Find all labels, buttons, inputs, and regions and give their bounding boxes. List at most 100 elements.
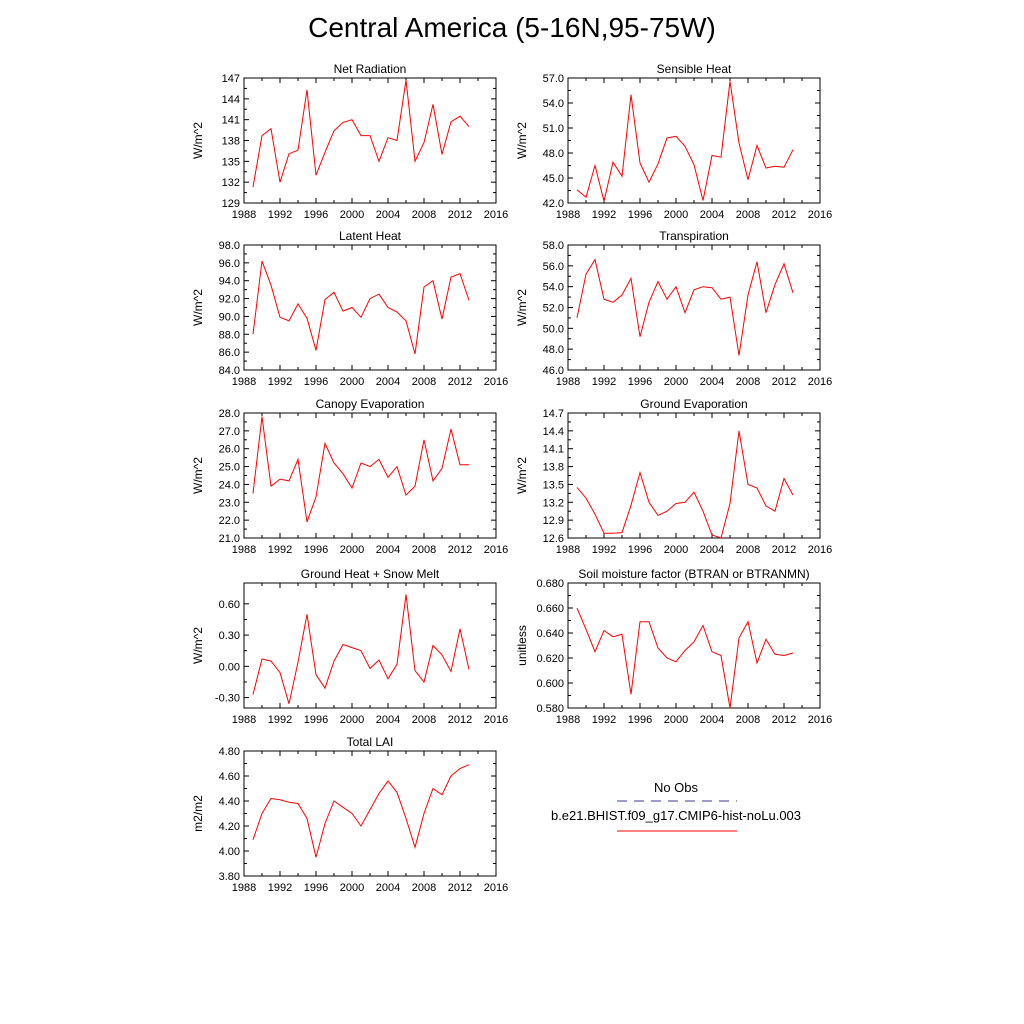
panel-title: Total LAI bbox=[347, 735, 394, 749]
x-tick-label: 2000 bbox=[664, 544, 688, 556]
y-tick-label: 14.1 bbox=[543, 444, 564, 456]
y-tick-label: 23.0 bbox=[219, 497, 240, 509]
x-tick-label: 2000 bbox=[340, 714, 364, 726]
x-tick-label: 2000 bbox=[340, 376, 364, 388]
x-tick-label: 2004 bbox=[376, 209, 400, 221]
y-axis-label: W/m^2 bbox=[191, 627, 205, 664]
panel-title: Latent Heat bbox=[339, 229, 402, 243]
y-tick-label: 48.0 bbox=[543, 148, 564, 160]
y-tick-label: 58.0 bbox=[543, 240, 564, 252]
panel-6: Ground Heat + Snow Melt W/m^2 -0.30 0.00 0.3… bbox=[191, 567, 508, 726]
y-tick-label: 0.680 bbox=[536, 578, 564, 590]
y-tick-label: 141 bbox=[222, 115, 240, 127]
x-tick-label: 2000 bbox=[340, 544, 364, 556]
x-tick-label: 1996 bbox=[304, 714, 328, 726]
x-tick-label: 2000 bbox=[664, 714, 688, 726]
y-tick-label: 21.0 bbox=[219, 533, 240, 545]
x-tick-label: 2016 bbox=[808, 376, 832, 388]
panel-5: Ground Evaporation W/m^2 12.6 12.9 13.2 13.5 1… bbox=[515, 397, 832, 556]
plot-frame bbox=[567, 412, 821, 539]
y-tick-label: 4.60 bbox=[219, 771, 240, 783]
x-tick-label: 1992 bbox=[268, 209, 292, 221]
panel-3: Transpiration W/m^2 46.0 48.0 50.0 52.0 54.0 56… bbox=[515, 229, 832, 388]
x-tick-label: 1992 bbox=[268, 544, 292, 556]
y-tick-label: 12.9 bbox=[543, 515, 564, 527]
y-tick-label: 54.0 bbox=[543, 282, 564, 294]
plot-frame bbox=[567, 77, 821, 204]
y-tick-label: 138 bbox=[222, 136, 240, 148]
x-tick-label: 1996 bbox=[304, 544, 328, 556]
panel-8: Total LAI m2/m2 3.80 4.00 4.20 4.40 4.60 4.80 19… bbox=[191, 735, 508, 894]
panel-title: Net Radiation bbox=[334, 62, 407, 76]
x-tick-label: 1988 bbox=[232, 544, 256, 556]
plot-frame bbox=[567, 244, 821, 371]
y-tick-label: 4.20 bbox=[219, 821, 240, 833]
x-tick-label: 2016 bbox=[484, 376, 508, 388]
y-tick-label: 147 bbox=[222, 73, 240, 85]
x-tick-label: 1988 bbox=[232, 209, 256, 221]
y-tick-label: 56.0 bbox=[543, 261, 564, 273]
plot-frame bbox=[243, 77, 497, 204]
y-axis-label: m2/m2 bbox=[191, 795, 205, 832]
x-tick-label: 2016 bbox=[808, 544, 832, 556]
y-axis-label: W/m^2 bbox=[515, 122, 529, 159]
y-tick-label: 96.0 bbox=[219, 258, 240, 270]
x-tick-label: 2016 bbox=[484, 544, 508, 556]
y-tick-label: 0.640 bbox=[536, 628, 564, 640]
x-tick-label: 1996 bbox=[628, 376, 652, 388]
x-tick-label: 2016 bbox=[484, 714, 508, 726]
y-axis-label: W/m^2 bbox=[191, 289, 205, 326]
series-line bbox=[252, 764, 470, 858]
x-tick-label: 1996 bbox=[628, 714, 652, 726]
x-tick-label: 2012 bbox=[448, 376, 472, 388]
y-axis-label: unitless bbox=[515, 625, 529, 666]
panel-title: Transpiration bbox=[659, 229, 729, 243]
y-tick-label: 13.8 bbox=[543, 462, 564, 474]
y-tick-label: 98.0 bbox=[219, 240, 240, 252]
series-line bbox=[576, 81, 794, 202]
x-tick-label: 1988 bbox=[556, 714, 580, 726]
x-tick-label: 2004 bbox=[376, 544, 400, 556]
x-tick-label: 2000 bbox=[664, 209, 688, 221]
y-tick-label: 88.0 bbox=[219, 329, 240, 341]
x-tick-label: 2004 bbox=[376, 882, 400, 894]
x-tick-label: 1996 bbox=[304, 209, 328, 221]
panel-title: Ground Heat + Snow Melt bbox=[301, 567, 440, 581]
x-tick-label: 1992 bbox=[592, 209, 616, 221]
x-tick-label: 1988 bbox=[556, 209, 580, 221]
y-tick-label: 48.0 bbox=[543, 344, 564, 356]
x-tick-label: 2016 bbox=[808, 209, 832, 221]
y-tick-label: 50.0 bbox=[543, 323, 564, 335]
series-line bbox=[576, 607, 794, 709]
x-tick-label: 2016 bbox=[484, 882, 508, 894]
y-tick-label: 14.4 bbox=[543, 426, 564, 438]
x-tick-label: 2008 bbox=[412, 376, 436, 388]
x-tick-label: 1996 bbox=[304, 376, 328, 388]
series-line bbox=[252, 260, 470, 355]
y-tick-label: 0.600 bbox=[536, 678, 564, 690]
x-tick-label: 1992 bbox=[592, 376, 616, 388]
series-line bbox=[252, 80, 470, 188]
x-tick-label: 1996 bbox=[304, 882, 328, 894]
x-tick-label: 2008 bbox=[736, 714, 760, 726]
y-tick-label: 28.0 bbox=[219, 408, 240, 420]
y-tick-label: 13.5 bbox=[543, 479, 564, 491]
plot-frame bbox=[243, 582, 497, 709]
y-tick-label: 42.0 bbox=[543, 198, 564, 210]
plot-frame bbox=[243, 244, 497, 371]
y-axis-label: W/m^2 bbox=[191, 457, 205, 494]
plot-frame bbox=[567, 582, 821, 709]
y-tick-label: 94.0 bbox=[219, 276, 240, 288]
y-tick-label: 13.2 bbox=[543, 497, 564, 509]
y-tick-label: 86.0 bbox=[219, 347, 240, 359]
y-tick-label: 0.580 bbox=[536, 703, 564, 715]
y-tick-label: 57.0 bbox=[543, 73, 564, 85]
series-line bbox=[252, 594, 470, 704]
y-tick-label: 3.80 bbox=[219, 871, 240, 883]
y-tick-label: 0.620 bbox=[536, 653, 564, 665]
x-tick-label: 1996 bbox=[628, 544, 652, 556]
plot-frame bbox=[243, 412, 497, 539]
x-tick-label: 1992 bbox=[592, 544, 616, 556]
x-tick-label: 1996 bbox=[628, 209, 652, 221]
